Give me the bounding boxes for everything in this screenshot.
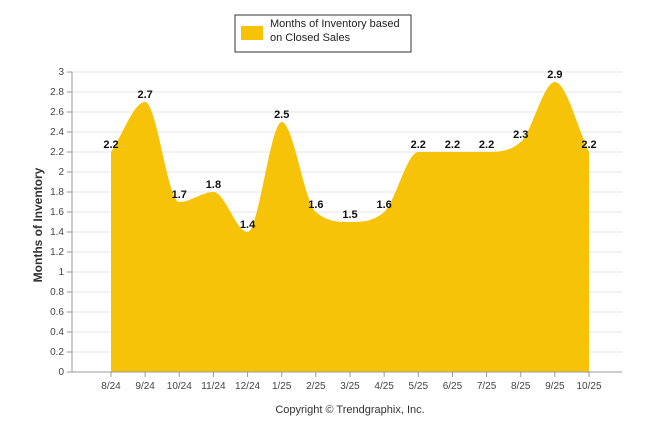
x-tick-label: 10/24: [167, 381, 192, 392]
data-label: 2.2: [479, 139, 494, 151]
x-tick-label: 4/25: [374, 381, 394, 392]
y-tick-label: 0.8: [50, 287, 64, 298]
x-tick-label: 5/25: [409, 381, 429, 392]
x-tick-label: 7/25: [477, 381, 497, 392]
y-tick-label: 2.6: [50, 107, 64, 118]
x-tick-label: 12/24: [235, 381, 260, 392]
series-area-path: [111, 82, 589, 372]
y-tick-label: 0.2: [50, 347, 64, 358]
data-label: 2.7: [137, 89, 152, 101]
x-tick-label: 6/25: [443, 381, 463, 392]
data-label: 1.6: [376, 199, 391, 211]
x-tick-label: 9/25: [545, 381, 565, 392]
y-tick-label: 2.2: [50, 147, 64, 158]
data-label: 1.5: [342, 209, 357, 221]
data-label: 2.2: [581, 139, 596, 151]
y-tick-label: 1.4: [50, 227, 64, 238]
y-tick-label: 0.6: [50, 307, 64, 318]
data-label: 2.2: [411, 139, 426, 151]
data-label: 1.8: [206, 179, 221, 191]
legend-box: [234, 14, 412, 53]
y-axis-title: Months of Inventory: [31, 167, 45, 282]
data-label: 1.4: [240, 219, 256, 231]
x-tick-label: 2/25: [306, 381, 326, 392]
data-label: 2.5: [274, 109, 289, 121]
y-tick-label: 1: [58, 267, 64, 278]
y-axis-ticks: 0 0.2 0.4 0.6 0.8 1 1.2 1.4 1.6 1.8 2 2.2 2.4 2.6 2.8 3: [50, 67, 72, 378]
x-tick-label: 3/25: [340, 381, 360, 392]
data-label: 2.2: [445, 139, 460, 151]
y-tick-label: 1.2: [50, 247, 64, 258]
y-tick-label: 3: [58, 67, 64, 78]
data-label: 2.3: [513, 129, 528, 141]
y-tick-label: 2.4: [50, 127, 64, 138]
x-tick-label: 10/25: [576, 381, 601, 392]
data-label: 1.7: [172, 189, 187, 201]
legend-line-1: Months of Inventory based: [270, 18, 400, 30]
x-tick-label: 8/24: [101, 381, 121, 392]
x-tick-label: 8/25: [511, 381, 531, 392]
x-tick-label: 11/24: [201, 381, 226, 392]
y-tick-label: 2.8: [50, 87, 64, 98]
data-labels: 2.2 2.7 1.7 1.8 1.4 2.5 1.6 1.5 1.6 2.2 2.2 2.2 2.3 2…: [103, 69, 596, 231]
x-tick-label: 1/25: [272, 381, 292, 392]
legend: Months of Inventory based on Closed Sale…: [234, 14, 412, 53]
y-tick-label: 0: [58, 367, 64, 378]
copyright-text: Copyright © Trendgraphix, Inc.: [275, 404, 424, 416]
x-tick-label: 9/24: [135, 381, 155, 392]
axes: [71, 72, 622, 373]
data-label: 2.9: [547, 69, 562, 81]
series-area: [111, 82, 589, 372]
legend-line-2: on Closed Sales: [270, 32, 351, 44]
legend-swatch: [241, 26, 263, 40]
y-tick-label: 0.4: [50, 327, 64, 338]
x-axis-ticks: 8/24 9/24 10/24 11/24 12/24 1/25 2/25 3/25 4/25 5…: [101, 372, 602, 392]
y-tick-label: 1.8: [50, 187, 64, 198]
data-label: 2.2: [103, 139, 118, 151]
data-label: 1.6: [308, 199, 323, 211]
y-tick-label: 2: [58, 167, 64, 178]
y-tick-label: 1.6: [50, 207, 64, 218]
